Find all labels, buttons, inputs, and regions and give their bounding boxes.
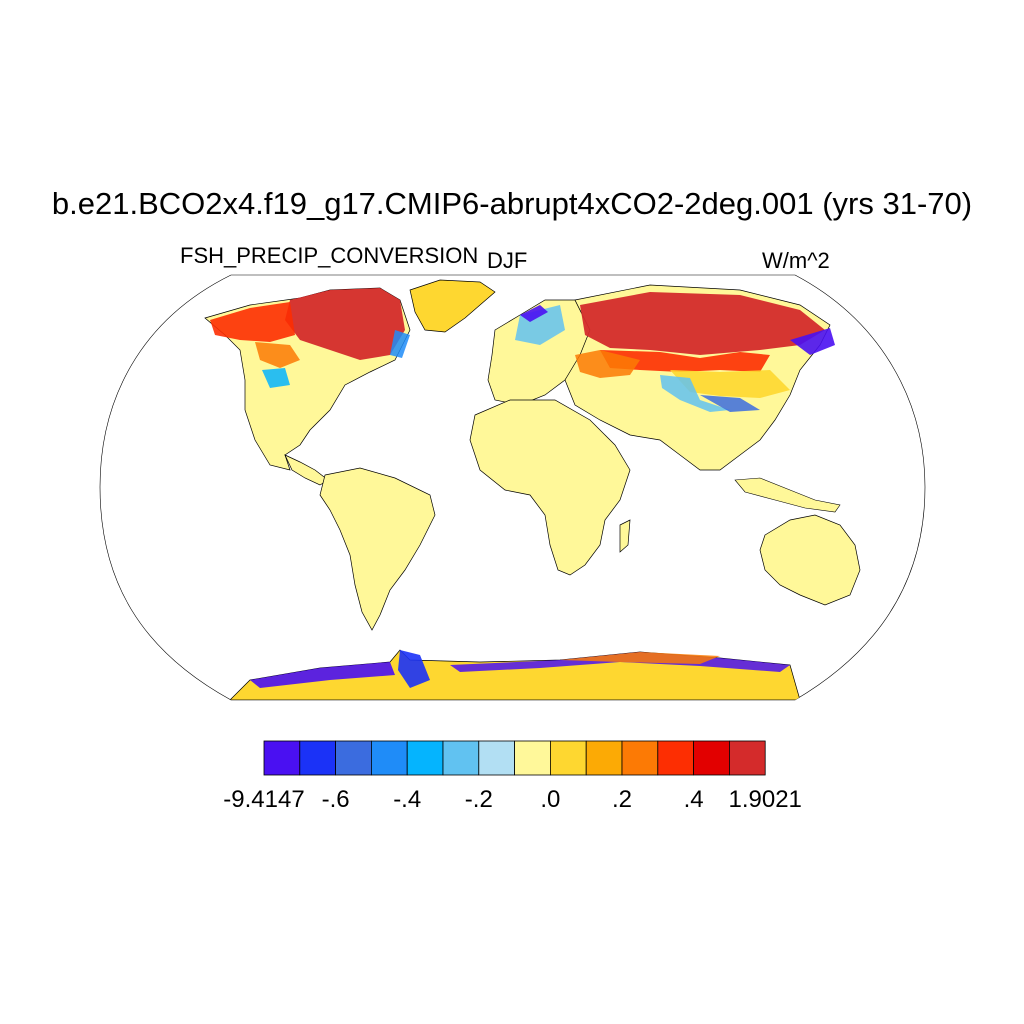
units-label: W/m^2 bbox=[762, 248, 830, 273]
colorbar-tick-label: -.2 bbox=[465, 786, 493, 813]
colorbar-swatch bbox=[514, 740, 551, 776]
colorbar-swatch bbox=[442, 740, 480, 776]
colorbar-swatch bbox=[585, 740, 623, 776]
colorbar-tick-label: .4 bbox=[684, 786, 704, 813]
colorbar-tick-label: -.4 bbox=[393, 786, 421, 813]
season-label: DJF bbox=[487, 248, 528, 273]
anomaly-patches bbox=[210, 288, 835, 688]
colorbar-swatch bbox=[335, 740, 372, 776]
colorbar-swatch bbox=[299, 740, 336, 776]
colorbar-swatch bbox=[550, 740, 587, 776]
colorbar-swatch bbox=[693, 740, 730, 776]
africa bbox=[469, 399, 631, 576]
maritime-southeast-asia bbox=[734, 477, 841, 513]
colorbar-tick-label: -.6 bbox=[322, 786, 350, 813]
colorbar-swatch bbox=[657, 740, 694, 776]
colorbar-tick-label: 1.9021 bbox=[728, 786, 801, 813]
colorbar-swatch bbox=[406, 740, 444, 776]
colorbar-swatch bbox=[263, 740, 301, 776]
colorbar-swatch bbox=[621, 740, 659, 776]
greenland bbox=[409, 279, 496, 333]
colorbar-tick-label: .2 bbox=[612, 786, 632, 813]
colorbar-swatch bbox=[729, 740, 766, 776]
australia bbox=[759, 514, 861, 606]
colorbar-tick-label: .0 bbox=[540, 786, 560, 813]
colorbar-swatch bbox=[478, 740, 515, 776]
colorbar-tick-label: -9.4147 bbox=[223, 786, 304, 813]
figure-title: b.e21.BCO2x4.f19_g17.CMIP6-abrupt4xCO2-2… bbox=[51, 186, 973, 221]
south-america bbox=[319, 467, 436, 631]
colorbar-swatch bbox=[370, 740, 408, 776]
variable-label: FSH_PRECIP_CONVERSION bbox=[180, 243, 479, 268]
madagascar bbox=[619, 519, 631, 553]
